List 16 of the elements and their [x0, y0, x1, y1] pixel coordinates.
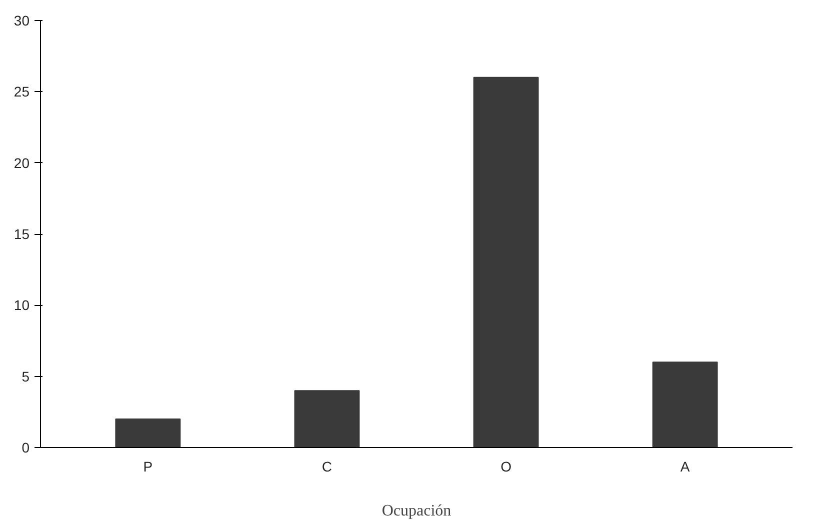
- x-tick-label: O: [500, 458, 512, 474]
- y-tick-label: 30: [14, 12, 30, 28]
- y-tick-label: 10: [14, 297, 30, 314]
- x-axis-title: Ocupación: [382, 502, 452, 520]
- y-tick-label: 15: [14, 226, 30, 242]
- y-tick-label: 5: [22, 368, 30, 384]
- y-tick-label: 25: [14, 84, 30, 100]
- y-tick-label: 0: [22, 440, 30, 456]
- bar: [294, 390, 360, 448]
- x-tick-label: A: [680, 458, 690, 474]
- y-tick-label: 20: [14, 154, 30, 171]
- bar: [115, 418, 181, 448]
- x-tick-label: C: [322, 458, 332, 474]
- x-tick-label: P: [143, 458, 153, 474]
- bar: [473, 76, 539, 448]
- bar: [652, 362, 718, 448]
